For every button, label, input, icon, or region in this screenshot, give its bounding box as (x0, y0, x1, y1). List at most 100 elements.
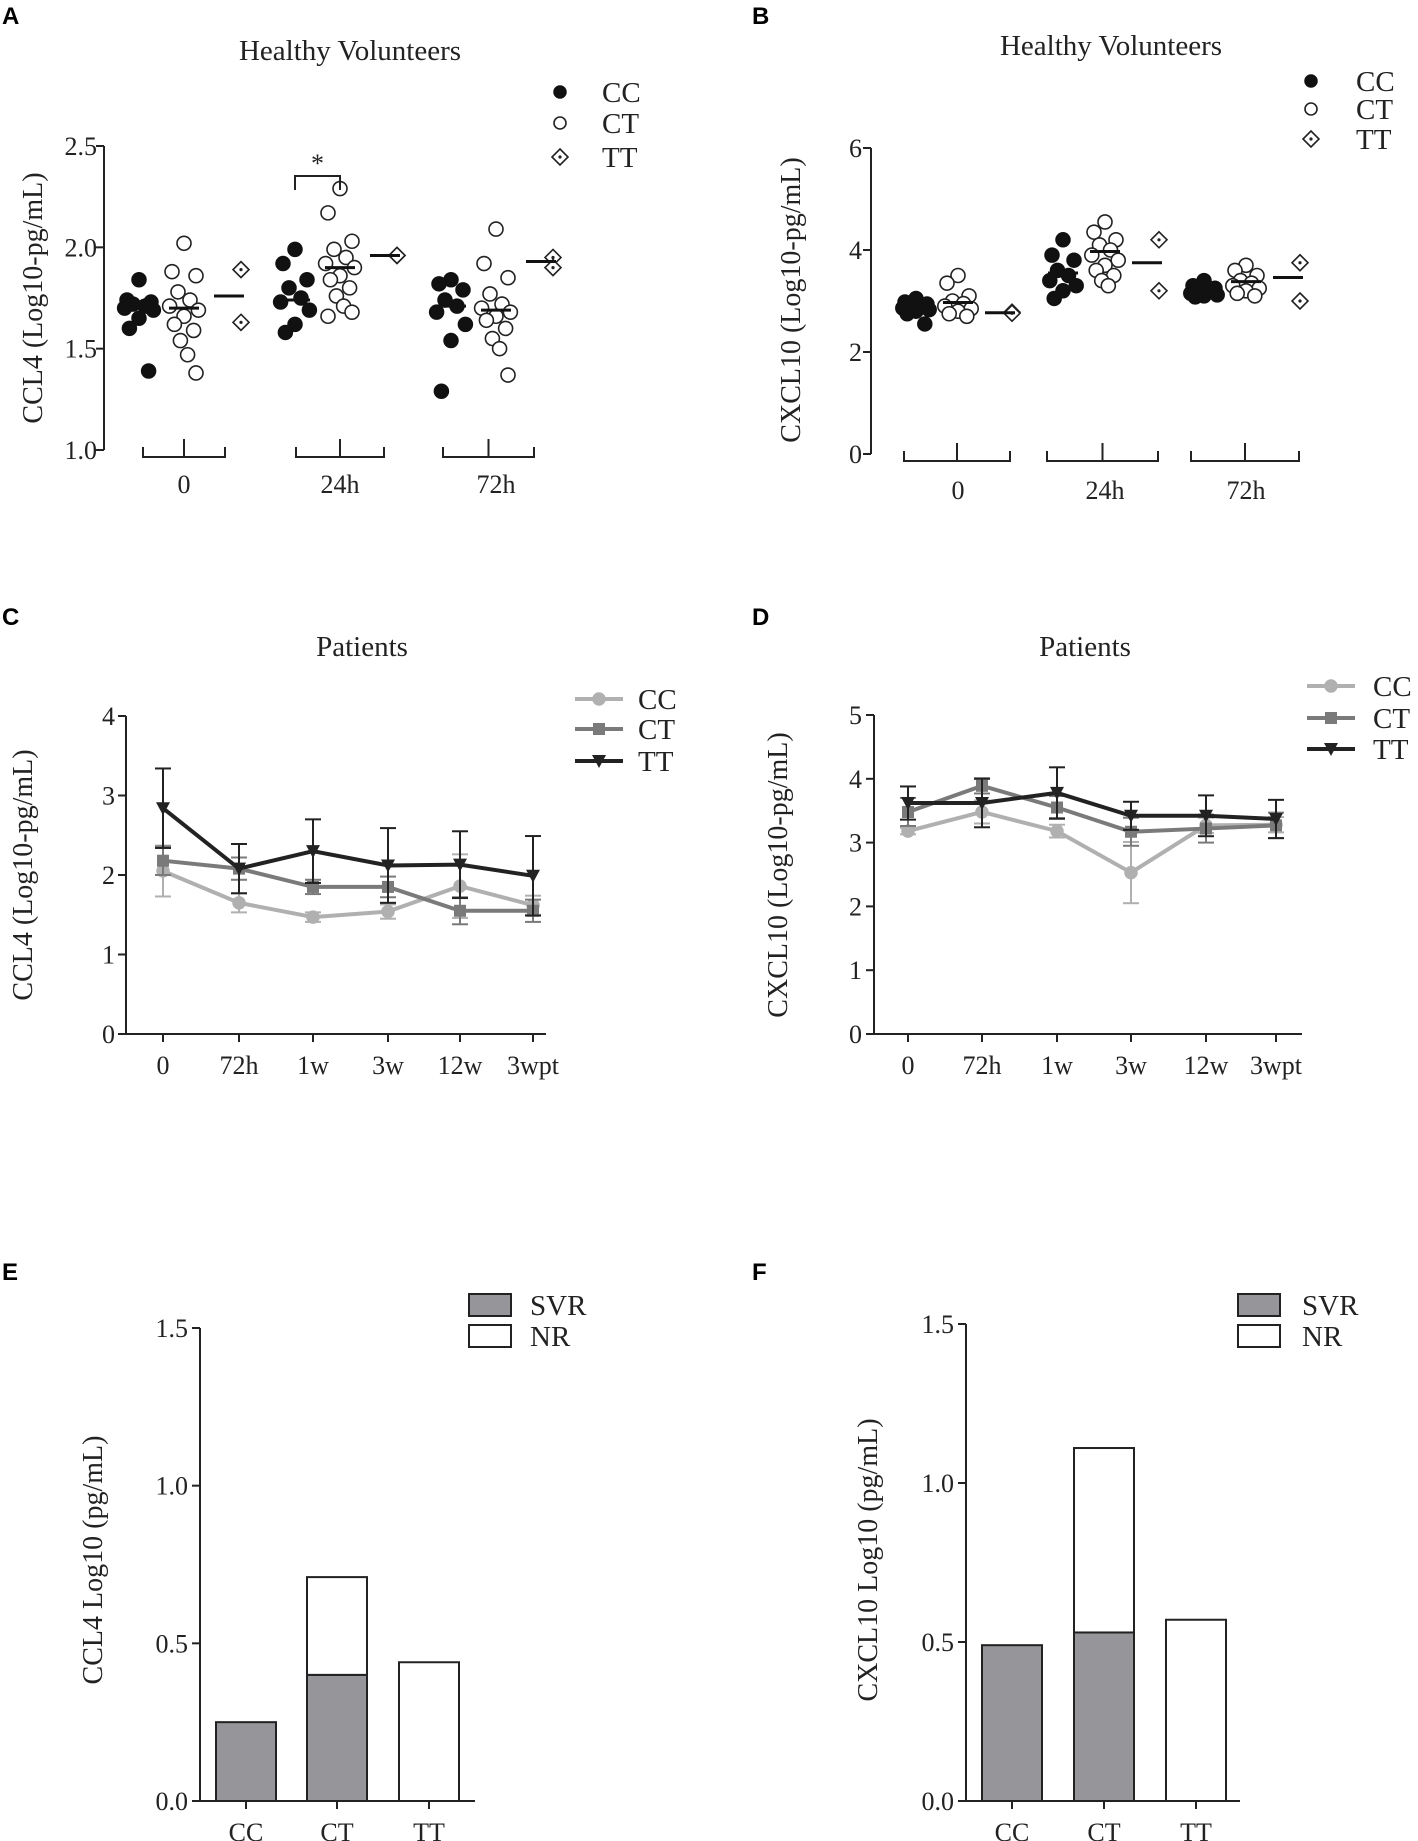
x-tick-label: TT (413, 1818, 445, 1841)
x-tick-label: 72h (477, 470, 516, 499)
legend-marker-ct (1325, 712, 1337, 724)
x-tick-label: 3wpt (1250, 1051, 1303, 1080)
panel-b: B Healthy Volunteers 0 2 4 6 CXCL10 (Log10-pg/… (752, 3, 1395, 505)
chart-title: Patients (1039, 631, 1131, 663)
y-axis-label: CXCL10 Log10 (pg/mL) (853, 1418, 884, 1701)
data-point-ct (157, 854, 169, 867)
y-tick-label: 1.0 (65, 436, 98, 465)
panel-letter: D (752, 604, 769, 631)
y-tick-label: 4 (102, 702, 115, 731)
data-point-cc (281, 280, 297, 296)
bar-svr-cc (981, 1644, 1043, 1803)
y-tick-label: 2.5 (65, 132, 98, 161)
data-point-ct (488, 221, 504, 237)
data-point-ct (1086, 224, 1102, 240)
legend-marker-cc (1304, 74, 1318, 88)
x-tick-label: CC (229, 1818, 264, 1841)
legend-marker-cc (1324, 679, 1338, 693)
data-point-cc (1055, 232, 1071, 248)
data-point-ct (958, 308, 975, 325)
legend-label: SVR (530, 1290, 587, 1322)
panel-letter: F (752, 1259, 767, 1286)
data-point-ct (1102, 242, 1119, 258)
legend-marker-ct (553, 116, 567, 130)
legend-marker-cc (553, 85, 567, 99)
data-point-ct (502, 304, 519, 320)
y-tick-label: 4 (849, 765, 862, 794)
data-point-ct (344, 304, 360, 320)
data-point-ct (320, 205, 336, 221)
data-point-cc (443, 332, 459, 349)
data-point-ct (482, 286, 498, 302)
legend-swatch-svr (1237, 1293, 1281, 1317)
x-tick-label: 1w (297, 1051, 329, 1080)
data-point-cc (1124, 865, 1138, 880)
data-point-tt (1050, 786, 1064, 800)
y-tick-label: 2.0 (65, 233, 98, 262)
data-point-ct (166, 316, 183, 333)
x-tick-label: 24h (1086, 476, 1125, 505)
y-axis-label: CXCL10 (Log10-pg/mL) (776, 157, 807, 442)
x-tick-label: CC (995, 1818, 1030, 1841)
data-point-tt (1124, 809, 1138, 823)
series-ct (900, 777, 1284, 847)
legend-label: CC (638, 684, 677, 716)
chart-title: Healthy Volunteers (239, 35, 461, 67)
legend-marker-tt (592, 755, 606, 768)
y-tick-label: 5 (849, 701, 862, 730)
y-tick-label: 0.0 (156, 1787, 189, 1816)
data-point-tt (543, 258, 563, 277)
legend-swatch-nr (468, 1324, 512, 1348)
data-point-tt (231, 313, 251, 332)
legend-marker-tt (1324, 743, 1338, 756)
chart-title: Patients (316, 631, 408, 663)
data-point-ct (188, 267, 204, 284)
series-line-cc (907, 809, 1277, 875)
data-point-ct (1229, 285, 1245, 302)
data-point-cc (301, 302, 318, 318)
legend-marker-ct (593, 723, 605, 735)
data-point-tt (232, 862, 246, 876)
significance-label: * (311, 149, 324, 178)
data-point-ct (164, 263, 180, 280)
data-point-cc (293, 290, 309, 306)
series-line-ct (907, 783, 1277, 834)
legend-swatch-svr (468, 1293, 512, 1317)
data-point-tt (306, 845, 320, 859)
chart-title: Healthy Volunteers (1000, 30, 1222, 62)
series-line-ct (162, 858, 533, 913)
data-point-ct (170, 284, 186, 300)
legend-label: NR (1302, 1321, 1343, 1353)
y-tick-label: 3 (849, 829, 862, 858)
data-point-ct (454, 904, 466, 917)
data-point-cc (899, 306, 915, 322)
panel-letter: B (752, 3, 769, 30)
data-point-tt-dot (239, 268, 243, 272)
x-tick-label: 12w (438, 1051, 483, 1080)
data-point-cc (131, 272, 147, 288)
data-point-ct (322, 271, 339, 288)
legend-marker-cc (592, 692, 606, 706)
data-point-tt (1199, 809, 1213, 823)
data-point-ct (497, 320, 514, 337)
data-point-cc (1046, 290, 1062, 307)
significance-bracket (294, 175, 341, 190)
data-point-cc (1042, 272, 1058, 289)
series-line-tt (908, 790, 1277, 821)
x-tick-label: 72h (220, 1051, 259, 1080)
bar-svr-cc (215, 1721, 277, 1802)
legend-marker-tt-dot (1309, 137, 1313, 141)
data-point-tt-dot (551, 255, 555, 260)
data-point-ct (476, 255, 492, 272)
y-tick-label: 1.0 (156, 1472, 189, 1501)
data-point-ct (190, 302, 207, 318)
data-point-ct (1100, 277, 1117, 294)
x-tick-label: 3w (1115, 1051, 1147, 1080)
data-point-cc (121, 320, 138, 337)
y-tick-label: 4 (849, 236, 862, 265)
data-point-tt (231, 260, 251, 279)
data-point-tt (1149, 230, 1169, 249)
data-point-ct (950, 267, 966, 284)
panel-letter: E (2, 1259, 18, 1286)
data-point-cc (455, 282, 471, 298)
